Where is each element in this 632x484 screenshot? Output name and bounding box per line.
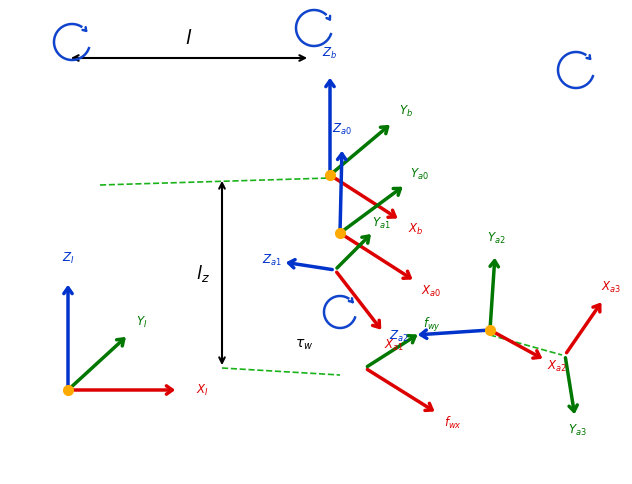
Text: $l_z$: $l_z$ <box>196 262 210 284</box>
Text: $Y_{a0}$: $Y_{a0}$ <box>410 167 428 182</box>
Text: $Z_{a0}$: $Z_{a0}$ <box>332 122 353 137</box>
Text: $Y_{a1}$: $Y_{a1}$ <box>372 216 391 231</box>
Text: $f_{wy}$: $f_{wy}$ <box>423 317 441 334</box>
Text: $X_{a3}$: $X_{a3}$ <box>601 280 621 295</box>
Text: $f_{wx}$: $f_{wx}$ <box>444 415 462 431</box>
Text: $X_{a2}$: $X_{a2}$ <box>547 359 567 374</box>
Text: $Y_{a2}$: $Y_{a2}$ <box>487 231 506 246</box>
Text: $Y_b$: $Y_b$ <box>399 104 413 119</box>
Text: $X_b$: $X_b$ <box>408 222 423 238</box>
Text: $Y_I$: $Y_I$ <box>135 316 147 331</box>
Text: $X_I$: $X_I$ <box>196 382 209 397</box>
Text: $Z_{a2}$: $Z_{a2}$ <box>389 329 408 344</box>
Text: $X_{a0}$: $X_{a0}$ <box>422 284 442 299</box>
Text: $Z_b$: $Z_b$ <box>322 45 337 60</box>
Text: $Y_{a3}$: $Y_{a3}$ <box>568 423 586 438</box>
Text: $\tau_w$: $\tau_w$ <box>295 338 313 352</box>
Text: $Z_I$: $Z_I$ <box>62 251 75 266</box>
Text: $Z_{a1}$: $Z_{a1}$ <box>262 253 281 268</box>
Text: $X_{a1}$: $X_{a1}$ <box>384 338 404 353</box>
Text: $l$: $l$ <box>185 29 193 48</box>
